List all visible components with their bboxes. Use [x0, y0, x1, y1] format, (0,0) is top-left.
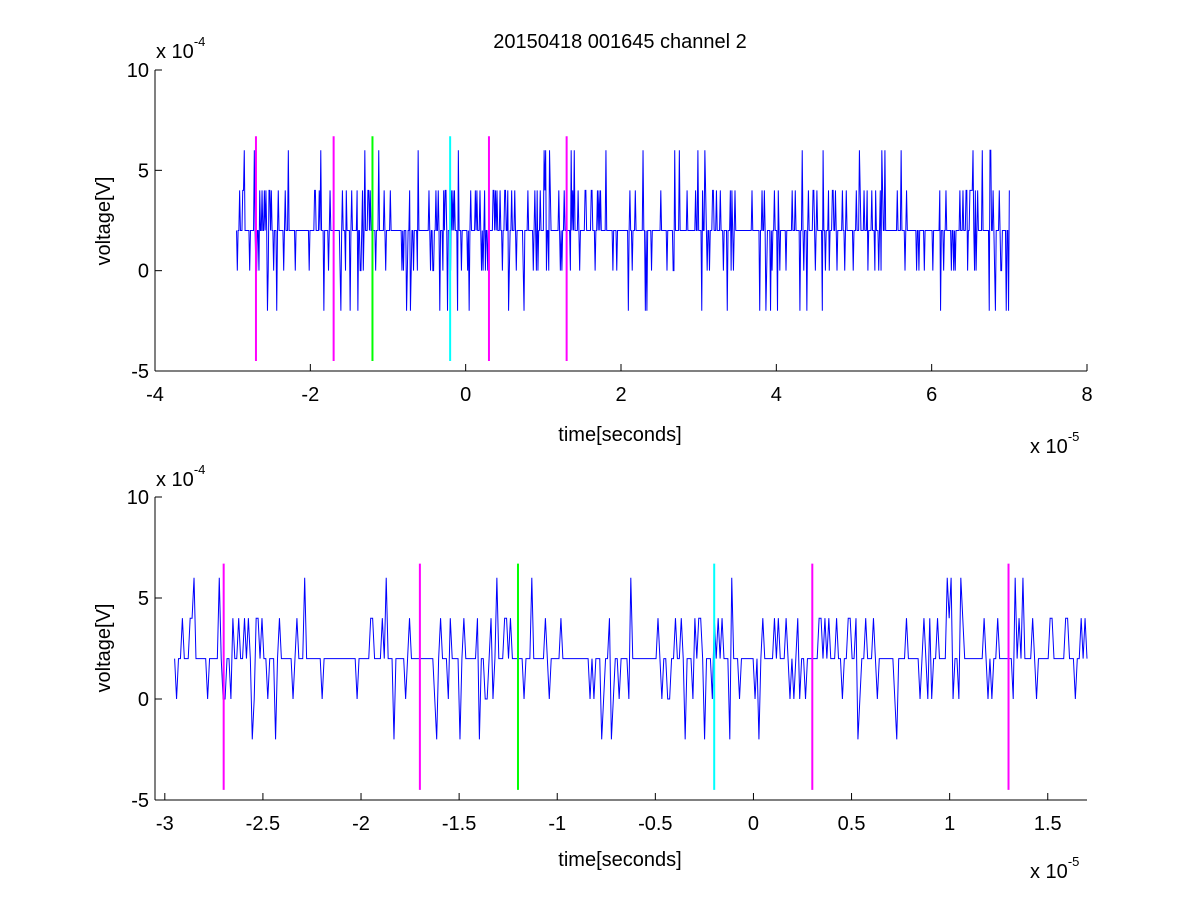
top-x-tick-label: -4: [146, 384, 164, 406]
top-x-tick-label: 6: [926, 384, 937, 406]
top-axes: x 10-4 x 10-5 time[seconds] voltage[V] -…: [93, 34, 1093, 458]
bottom-signal-line: [174, 577, 1088, 740]
bottom-x-tick-label: -1: [548, 813, 566, 835]
bottom-x-tick-label: -3: [156, 813, 174, 835]
top-y-tick-label: 10: [127, 60, 149, 82]
bottom-y-exponent: x 10-4: [156, 462, 205, 491]
top-signal-line: [236, 149, 1010, 311]
bottom-x-tick-label: -2.5: [246, 813, 280, 835]
top-y-tick-label: -5: [131, 361, 149, 383]
top-x-tick-label: 4: [771, 384, 782, 406]
bottom-x-tick-label: -0.5: [638, 813, 672, 835]
bottom-y-axis-label: voltage[V]: [93, 604, 115, 693]
top-x-tick-label: 0: [460, 384, 471, 406]
bottom-axes: x 10-4 x 10-5 time[seconds] voltage[V] -…: [93, 462, 1088, 883]
bottom-x-tick-label: 1: [944, 813, 955, 835]
bottom-y-tick-label: 10: [127, 487, 149, 509]
bottom-x-tick-label: -2: [352, 813, 370, 835]
figure-title: 20150418 001645 channel 2: [493, 31, 747, 53]
bottom-x-tick-label: 0: [748, 813, 759, 835]
bottom-x-tick-label: 0.5: [838, 813, 866, 835]
bottom-x-tick-label: -1.5: [442, 813, 476, 835]
top-y-tick-label: 5: [138, 160, 149, 182]
bottom-x-axis-label: time[seconds]: [558, 849, 681, 871]
top-x-exponent: x 10-5: [1030, 429, 1079, 458]
bottom-y-tick-label: -5: [131, 790, 149, 812]
top-x-axis-label: time[seconds]: [558, 424, 681, 446]
bottom-y-tick-label: 0: [138, 689, 149, 711]
top-y-axis-label: voltage[V]: [93, 177, 115, 266]
top-y-exponent: x 10-4: [156, 34, 205, 63]
top-y-tick-label: 0: [138, 261, 149, 283]
top-x-tick-label: 2: [615, 384, 626, 406]
bottom-y-tick-label: 5: [138, 588, 149, 610]
bottom-x-exponent: x 10-5: [1030, 854, 1079, 883]
bottom-x-tick-label: 1.5: [1034, 813, 1062, 835]
top-x-tick-label: 8: [1081, 384, 1092, 406]
top-x-tick-label: -2: [301, 384, 319, 406]
